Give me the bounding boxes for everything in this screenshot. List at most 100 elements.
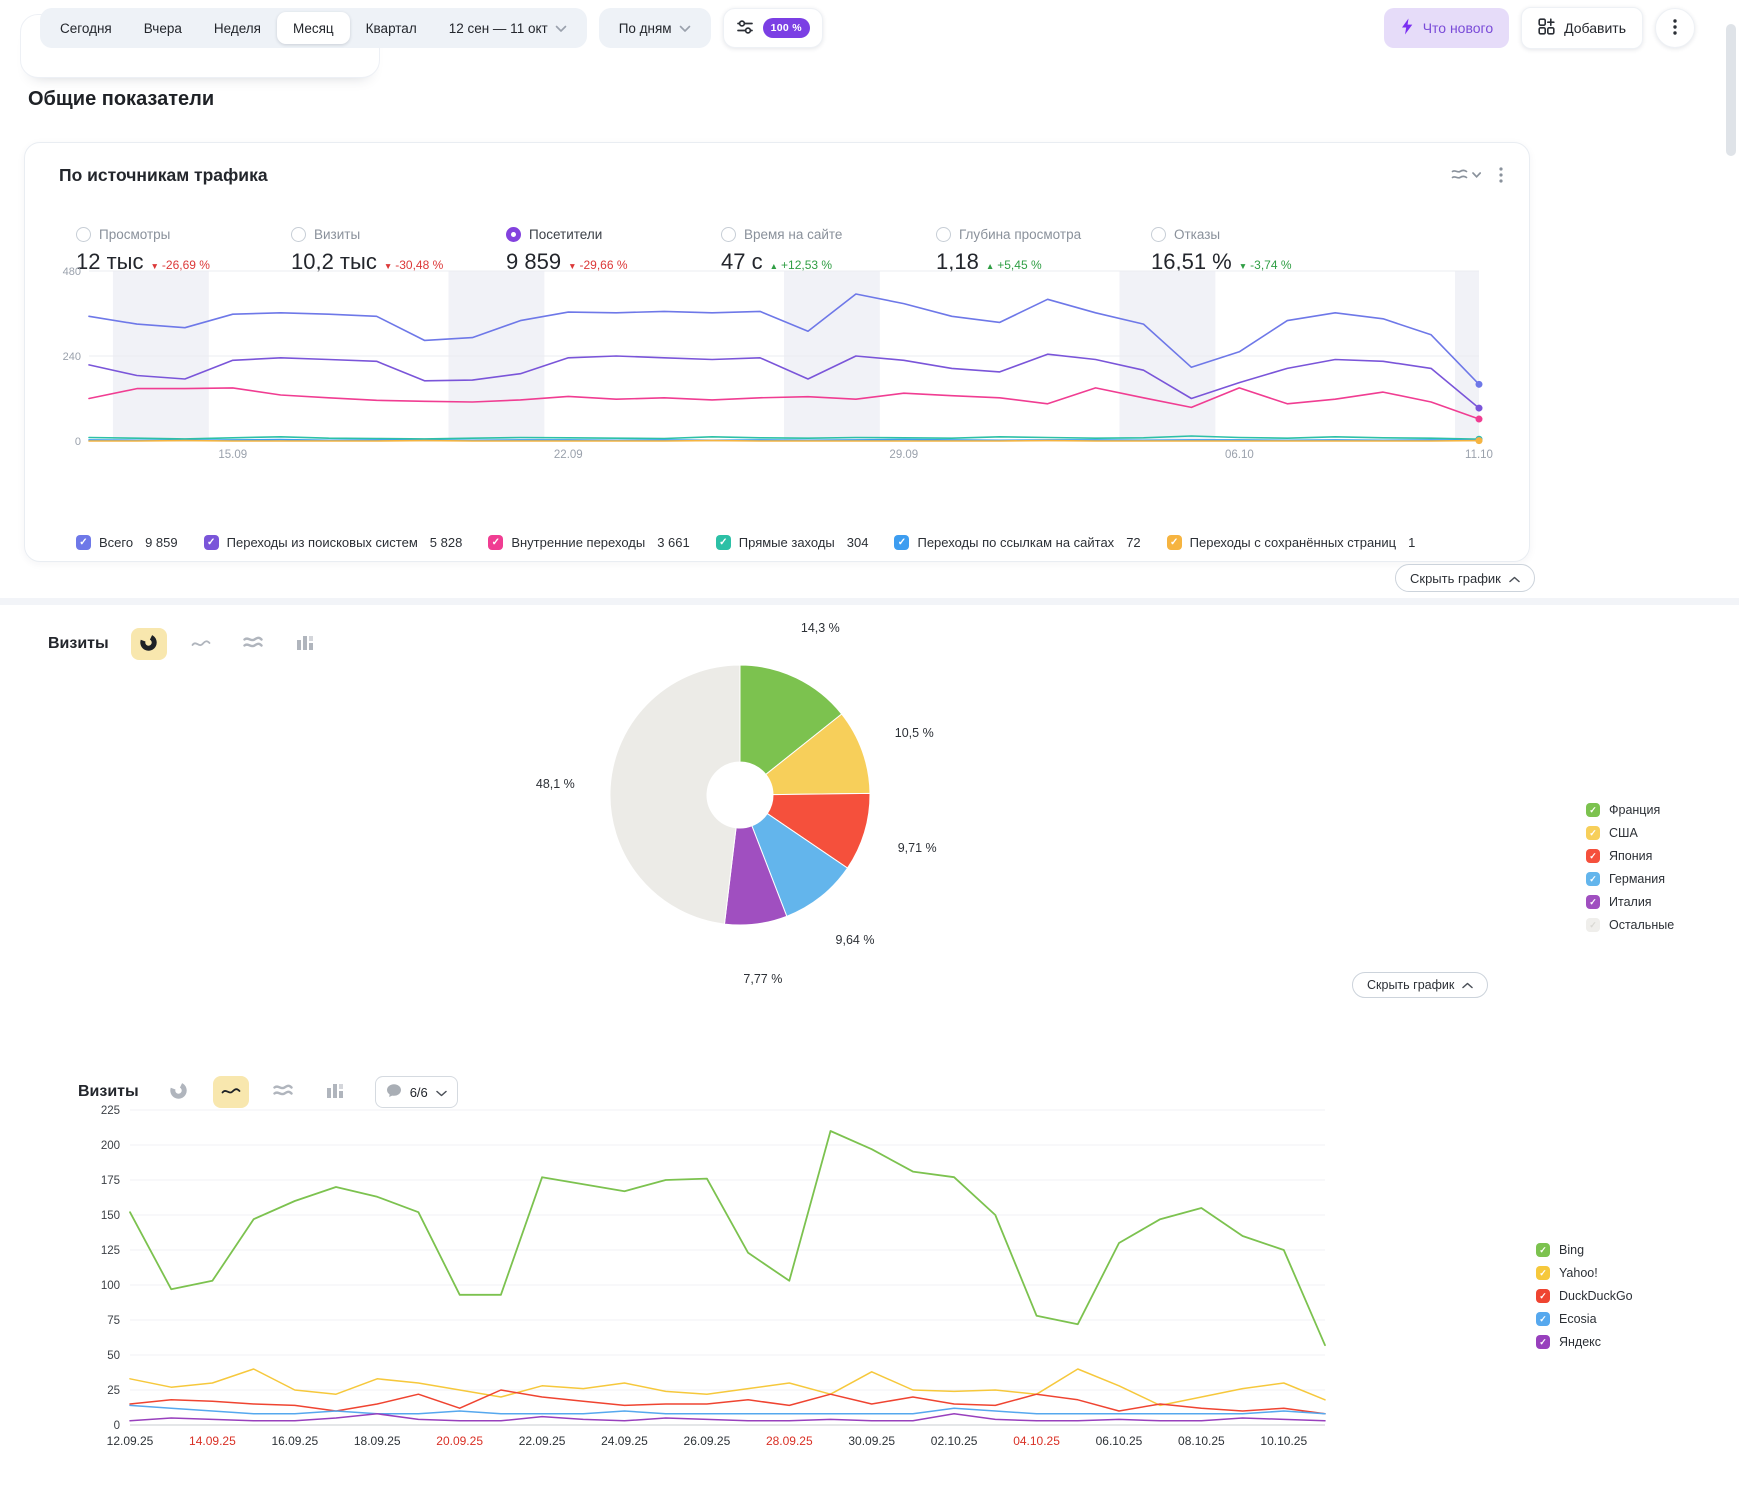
svg-text:16.09.25: 16.09.25 — [271, 1434, 318, 1448]
metric-radio[interactable] — [721, 227, 736, 242]
legend-checkbox[interactable]: ✓ — [1586, 849, 1600, 863]
legend-checkbox[interactable]: ✓ — [715, 535, 731, 550]
pie-legend-item-0[interactable]: ✓ Франция — [1586, 803, 1674, 817]
pie-legend-item-3[interactable]: ✓ Германия — [1586, 872, 1674, 886]
metric-delta: ▼ -29,66 % — [568, 258, 627, 272]
metric-number: 10,2 тыс — [291, 249, 377, 274]
legend-checkbox[interactable]: ✓ — [76, 535, 91, 550]
legend-checkbox[interactable]: ✓ — [894, 535, 910, 550]
legend-item-2[interactable]: ✓ Внутренние переходы 3 661 — [488, 535, 690, 550]
chart-settings-icon[interactable] — [1451, 167, 1482, 186]
pie-legend-item-1[interactable]: ✓ США — [1586, 826, 1674, 840]
delta-value: -29,66 % — [579, 258, 628, 272]
pie-legend-item-5[interactable]: ✓ Остальные — [1586, 918, 1674, 932]
legend-checkbox[interactable]: ✓ — [488, 535, 504, 550]
hide-chart-button-engines[interactable]: Скрыть график — [1352, 972, 1489, 998]
metric-3: Время на сайте 47 с ▲ +12,53 % — [721, 227, 936, 275]
svg-text:125: 125 — [101, 1245, 120, 1257]
metric-radio[interactable] — [76, 227, 91, 242]
engine-legend-item-4[interactable]: ✓ Яндекс — [1536, 1335, 1633, 1349]
metric-value: 47 с ▲ +12,53 % — [721, 249, 936, 275]
legend-checkbox[interactable]: ✓ — [1536, 1243, 1550, 1257]
legend-item-4[interactable]: ✓ Переходы по ссылкам на сайтах 72 — [894, 535, 1141, 550]
toolbar-right: Что нового Добавить — [1383, 7, 1695, 49]
granularity-select[interactable]: По дням — [603, 12, 707, 44]
metric-value: 1,18 ▲ +5,45 % — [936, 249, 1151, 275]
legend-item-3[interactable]: ✓ Прямые заходы 304 — [715, 535, 868, 550]
engines-section-header: Визиты 6/6 — [78, 1076, 458, 1108]
hide-chart-button-pie[interactable]: Скрыть график — [1395, 564, 1535, 592]
svg-text:02.10.25: 02.10.25 — [931, 1434, 978, 1448]
legend-checkbox[interactable]: ✓ — [203, 535, 219, 550]
sampling-settings-button[interactable]: 100 % — [722, 8, 823, 48]
pie-legend-item-2[interactable]: ✓ Япония — [1586, 849, 1674, 863]
chart-type-line-button[interactable] — [212, 1076, 249, 1108]
chevron-down-icon — [555, 21, 567, 36]
svg-text:22.09.25: 22.09.25 — [519, 1434, 566, 1448]
period-tab-4[interactable]: Квартал — [365, 20, 417, 36]
legend-checkbox[interactable]: ✓ — [1166, 535, 1182, 550]
engine-legend-item-3[interactable]: ✓ Ecosia — [1536, 1312, 1633, 1326]
metric-value: 12 тыс ▼ -26,69 % — [76, 249, 291, 275]
period-tab-1[interactable]: Вчера — [143, 20, 182, 36]
metric-delta: ▲ +5,45 % — [986, 258, 1042, 272]
chart-type-line-button[interactable] — [183, 628, 219, 660]
metric-top: Просмотры — [76, 227, 291, 242]
toolbar-kebab-menu[interactable] — [1655, 8, 1695, 48]
metric-radio[interactable] — [291, 227, 306, 242]
date-range-select[interactable]: 12 сен — 11 окт — [433, 12, 583, 44]
legend-checkbox[interactable]: ✓ — [1586, 872, 1600, 886]
pie-legend-item-4[interactable]: ✓ Италия — [1586, 895, 1674, 909]
svg-text:08.10.25: 08.10.25 — [1178, 1434, 1225, 1448]
card-kebab-icon[interactable] — [1499, 167, 1503, 186]
whats-new-button[interactable]: Что нового — [1383, 8, 1510, 48]
legend-checkbox[interactable]: ✓ — [1586, 826, 1600, 840]
stacked-area-icon — [242, 635, 263, 653]
legend-checkbox[interactable]: ✓ — [1536, 1312, 1550, 1326]
engine-legend-item-2[interactable]: ✓ DuckDuckGo — [1536, 1289, 1633, 1303]
chevron-down-icon — [436, 1085, 447, 1100]
chart-type-columns-button[interactable] — [287, 628, 323, 660]
legend-checkbox[interactable]: ✓ — [1586, 895, 1600, 909]
metric-radio[interactable] — [936, 227, 951, 242]
scrollbar-thumb[interactable] — [1726, 24, 1736, 156]
chart-type-donut-button[interactable] — [161, 1076, 197, 1108]
legend-checkbox[interactable]: ✓ — [1536, 1289, 1550, 1303]
metric-delta: ▲ +12,53 % — [770, 258, 832, 272]
svg-text:06.10.25: 06.10.25 — [1096, 1434, 1143, 1448]
legend-checkbox[interactable]: ✓ — [1536, 1335, 1550, 1349]
legend-checkbox[interactable]: ✓ — [1536, 1266, 1550, 1280]
engine-legend-item-1[interactable]: ✓ Yahoo! — [1536, 1266, 1633, 1280]
chart-type-donut-button[interactable] — [130, 628, 167, 660]
svg-text:100: 100 — [101, 1280, 120, 1292]
svg-text:29.09: 29.09 — [889, 449, 918, 461]
metric-label: Время на сайте — [744, 227, 843, 242]
svg-text:175: 175 — [101, 1175, 120, 1187]
metric-radio[interactable] — [1151, 227, 1166, 242]
line-chart-icon — [191, 636, 211, 653]
add-widget-button[interactable]: Добавить — [1521, 7, 1643, 49]
metric-radio[interactable] — [506, 227, 521, 242]
legend-item-0[interactable]: ✓ Всего 9 859 — [76, 535, 178, 550]
legend-checkbox[interactable]: ✓ — [1586, 803, 1600, 817]
svg-text:20.09.25: 20.09.25 — [436, 1434, 483, 1448]
engine-legend-item-0[interactable]: ✓ Bing — [1536, 1243, 1633, 1257]
legend-item-5[interactable]: ✓ Переходы с сохранённых страниц 1 — [1166, 535, 1415, 550]
metric-label: Визиты — [314, 227, 361, 242]
metric-0: Просмотры 12 тыс ▼ -26,69 % — [76, 227, 291, 275]
legend-item-1[interactable]: ✓ Переходы из поисковых систем 5 828 — [203, 535, 462, 550]
section-divider — [0, 598, 1739, 605]
period-tab-2[interactable]: Неделя — [213, 20, 261, 36]
legend-checkbox[interactable]: ✓ — [1586, 918, 1600, 932]
traffic-sources-chart: 480 240 0 15.09 22.09 29.09 06.10 11.10 — [63, 266, 1493, 461]
legend-count: 72 — [1126, 535, 1141, 550]
series-count-select[interactable]: 6/6 — [374, 1076, 458, 1108]
chart-type-area-button[interactable] — [235, 628, 271, 660]
period-tab-3[interactable]: Месяц — [276, 12, 350, 44]
legend-label: Япония — [1609, 849, 1653, 863]
chart-type-columns-button[interactable] — [317, 1076, 353, 1108]
period-tab-0[interactable]: Сегодня — [60, 20, 112, 36]
chart-type-area-button[interactable] — [265, 1076, 301, 1108]
donut-label-Япония: 9,71 % — [897, 841, 937, 856]
donut-label-США: 10,5 % — [894, 725, 934, 740]
